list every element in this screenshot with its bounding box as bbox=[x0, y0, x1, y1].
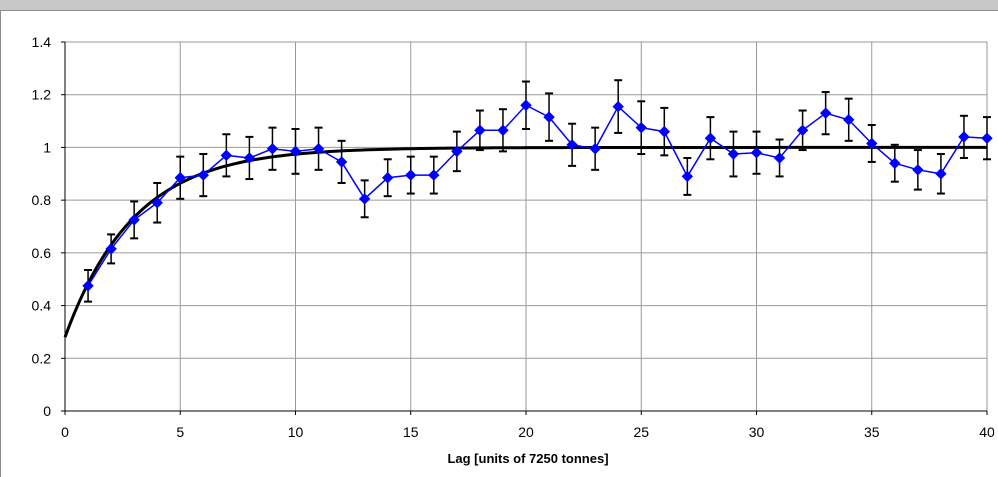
fit-curve-layer bbox=[63, 145, 987, 338]
y-tick-label: 0.4 bbox=[32, 298, 52, 314]
data-point-marker bbox=[451, 145, 463, 158]
x-axis-title: Lag [units of 7250 tonnes] bbox=[447, 451, 608, 466]
data-point-marker bbox=[704, 132, 717, 144]
data-point-marker bbox=[912, 164, 924, 176]
data-point-marker bbox=[243, 152, 256, 164]
data-point-marker bbox=[566, 139, 578, 151]
observed-series-line bbox=[87, 104, 988, 287]
data-point-marker bbox=[866, 137, 878, 150]
data-point-marker bbox=[520, 99, 532, 111]
data-point-marker bbox=[727, 148, 740, 160]
y-tick-label: 1.2 bbox=[32, 87, 52, 103]
data-point-marker bbox=[773, 152, 786, 164]
data-point-marker bbox=[889, 157, 901, 169]
data-point-marker bbox=[381, 172, 394, 184]
data-point-marker bbox=[105, 243, 117, 255]
observed-series-layer bbox=[82, 99, 993, 292]
x-tick-label: 35 bbox=[864, 424, 880, 440]
tick-labels: 0 0.2 0.4 0.6 0.8 1 1.2 1.4 0 5 10 15 20 25 30 35 40 bbox=[32, 34, 995, 440]
data-point-marker bbox=[819, 107, 832, 119]
data-point-marker bbox=[151, 197, 163, 209]
data-point-marker bbox=[658, 125, 671, 138]
data-point-marker bbox=[82, 280, 94, 292]
data-point-marker bbox=[474, 124, 486, 137]
data-point-marker bbox=[128, 214, 140, 226]
data-point-marker bbox=[750, 146, 763, 159]
y-tick-label: 0.8 bbox=[32, 192, 52, 208]
data-point-marker bbox=[842, 114, 855, 126]
data-point-marker bbox=[174, 172, 186, 184]
y-tick-label: 0.6 bbox=[32, 245, 52, 261]
data-point-marker bbox=[405, 169, 417, 181]
data-point-marker bbox=[289, 145, 302, 158]
x-tick-label: 25 bbox=[633, 424, 649, 440]
data-point-marker bbox=[335, 156, 348, 168]
x-tick-label: 10 bbox=[288, 424, 304, 440]
data-point-marker bbox=[796, 124, 809, 137]
data-point-marker bbox=[958, 131, 970, 143]
data-point-marker bbox=[589, 143, 601, 155]
x-tick-label: 0 bbox=[61, 424, 69, 440]
data-point-marker bbox=[220, 149, 233, 162]
error-bar-layer bbox=[84, 79, 991, 303]
data-point-marker bbox=[497, 124, 509, 137]
x-tick-label: 30 bbox=[749, 424, 765, 440]
x-tick-label: 20 bbox=[518, 424, 534, 440]
data-point-marker bbox=[543, 111, 555, 123]
data-point-marker bbox=[935, 168, 947, 180]
data-point-marker bbox=[312, 143, 325, 155]
chart-frame: 0 0.2 0.4 0.6 0.8 1 1.2 1.4 0 5 10 15 20 25 30 35 40 Lag… bbox=[0, 10, 998, 477]
y-tick-label: 0.2 bbox=[32, 350, 52, 366]
x-tick-label: 40 bbox=[979, 424, 995, 440]
x-tick-label: 5 bbox=[176, 424, 184, 440]
data-point-marker bbox=[635, 121, 647, 134]
data-point-marker bbox=[266, 143, 279, 155]
data-point-marker bbox=[612, 100, 624, 113]
y-tick-label: 1 bbox=[43, 139, 51, 155]
data-point-marker bbox=[981, 132, 993, 144]
data-point-marker bbox=[197, 169, 210, 181]
fit-curve bbox=[63, 145, 987, 338]
y-tick-label: 0 bbox=[43, 403, 51, 419]
data-point-marker bbox=[428, 169, 440, 181]
axes bbox=[61, 41, 988, 415]
y-tick-label: 1.4 bbox=[32, 34, 52, 50]
chart: 0 0.2 0.4 0.6 0.8 1 1.2 1.4 0 5 10 15 20 25 30 35 40 Lag… bbox=[32, 34, 995, 466]
data-point-marker bbox=[681, 170, 694, 183]
data-point-marker bbox=[358, 193, 371, 205]
x-tick-label: 15 bbox=[403, 424, 419, 440]
